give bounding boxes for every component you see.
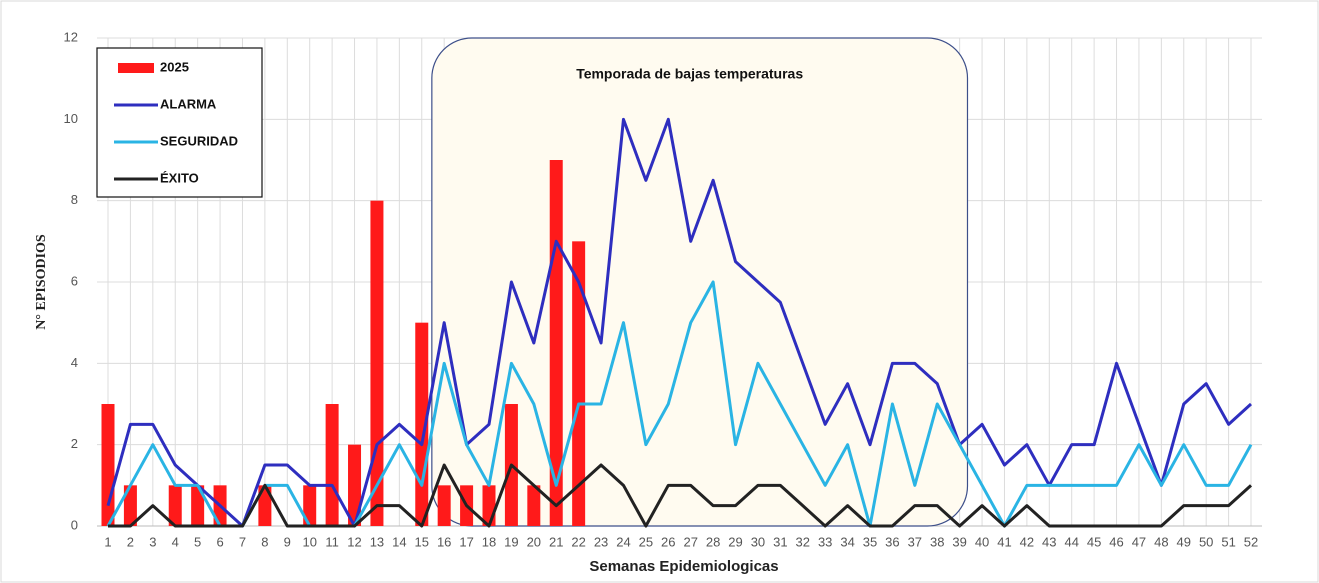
x-tick-label: 3 (149, 534, 156, 549)
y-tick-label: 12 (64, 29, 78, 44)
y-tick-label: 6 (71, 273, 78, 288)
x-tick-label: 52 (1244, 534, 1258, 549)
x-tick-label: 17 (459, 534, 473, 549)
legend-label: ÉXITO (160, 170, 199, 185)
x-tick-label: 37 (908, 534, 922, 549)
y-tick-label: 10 (64, 111, 78, 126)
x-tick-label: 4 (172, 534, 179, 549)
x-tick-label: 7 (239, 534, 246, 549)
x-tick-label: 16 (437, 534, 451, 549)
x-tick-label: 35 (863, 534, 877, 549)
legend-label: 2025 (160, 59, 189, 74)
x-tick-label: 18 (482, 534, 496, 549)
annotation: Temporada de bajas temperaturas (576, 66, 803, 82)
bar (168, 485, 182, 526)
x-tick-label: 46 (1109, 534, 1123, 549)
bar (527, 485, 541, 526)
x-tick-label: 48 (1154, 534, 1168, 549)
x-tick-label: 15 (415, 534, 429, 549)
x-tick-label: 12 (347, 534, 361, 549)
x-tick-label: 24 (616, 534, 630, 549)
y-axis-title: N° EPISODIOS (34, 234, 49, 330)
line (106, 280, 1253, 528)
x-tick-label: 26 (661, 534, 675, 549)
bar (123, 485, 137, 526)
legend: 2025 ALARMA SEGURIDAD ÉXITO (96, 47, 263, 198)
x-tick-label: 21 (549, 534, 563, 549)
line (108, 463, 1253, 528)
legend-swatch (118, 63, 154, 73)
season-box (431, 37, 969, 527)
x-tick-label: 43 (1042, 534, 1056, 549)
x-tick-label: 14 (392, 534, 406, 549)
x-tick-label: 2 (127, 534, 134, 549)
legend-label: SEGURIDAD (160, 133, 238, 148)
x-axis-title: Semanas Epidemiologicas (589, 558, 778, 575)
x-tick-label: 49 (1177, 534, 1191, 549)
bar (101, 404, 115, 526)
x-tick-label: 23 (594, 534, 608, 549)
x-tick-label: 45 (1087, 534, 1101, 549)
legend-label: ALARMA (160, 96, 217, 111)
x-tick-label: 10 (302, 534, 316, 549)
x-tick-label: 9 (284, 534, 291, 549)
x-tick-label: 19 (504, 534, 518, 549)
x-tick-label: 50 (1199, 534, 1213, 549)
x-tick-label: 11 (325, 534, 339, 549)
x-tick-label: 8 (261, 534, 268, 549)
x-tick-label: 13 (370, 534, 384, 549)
bar (348, 444, 362, 526)
x-tick-label: 41 (997, 534, 1011, 549)
bar (191, 485, 205, 526)
x-tick-label: 28 (706, 534, 720, 549)
x-tick-label: 51 (1221, 534, 1235, 549)
x-tick-label: 39 (952, 534, 966, 549)
x-tick-label: 27 (683, 534, 697, 549)
marks (101, 117, 1253, 528)
x-tick-label: 40 (975, 534, 989, 549)
x-tick-label: 47 (1132, 534, 1146, 549)
x-tick-label: 42 (1020, 534, 1034, 549)
bar (325, 404, 339, 526)
x-tick-label: 44 (1064, 534, 1078, 549)
bar (437, 485, 451, 526)
x-tick-label: 30 (751, 534, 765, 549)
x-tick-label: 33 (818, 534, 832, 549)
y-tick-label: 0 (71, 517, 78, 532)
x-tick-label: 31 (773, 534, 787, 549)
y-tick-label: 2 (71, 436, 78, 451)
line (106, 117, 1253, 528)
bar (258, 485, 272, 526)
x-tick-label: 22 (571, 534, 585, 549)
x-tick-label: 1 (104, 534, 111, 549)
x-tick-label: 38 (930, 534, 944, 549)
bar (370, 200, 384, 526)
y-tick-label: 4 (71, 355, 78, 370)
x-tick-label: 34 (840, 534, 854, 549)
x-tick-label: 32 (796, 534, 810, 549)
x-tick-label: 25 (639, 534, 653, 549)
x-tick-label: 36 (885, 534, 899, 549)
x-tick-label: 20 (527, 534, 541, 549)
y-tick-label: 8 (71, 192, 78, 207)
x-tick-label: 29 (728, 534, 742, 549)
bar (303, 485, 317, 526)
bar (572, 241, 586, 527)
x-tick-label: 5 (194, 534, 201, 549)
x-tick-label: 6 (216, 534, 223, 549)
